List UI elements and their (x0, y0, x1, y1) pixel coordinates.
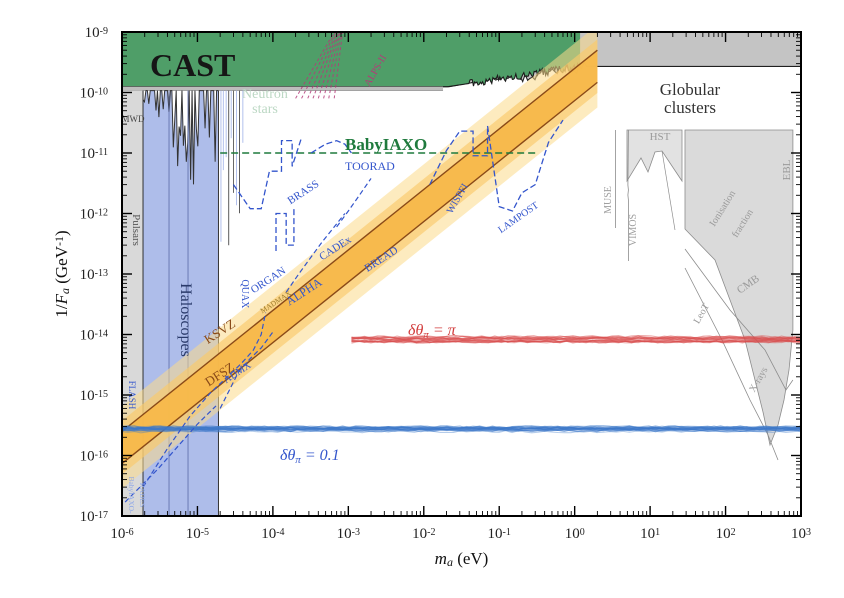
svg-text:MUSE: MUSE (603, 186, 614, 214)
svg-text:TOORAD: TOORAD (345, 159, 395, 173)
svg-text:QUAX: QUAX (239, 280, 250, 310)
svg-text:Haloscopes: Haloscopes (177, 283, 194, 357)
svg-text:VIMOS: VIMOS (628, 214, 639, 246)
svg-text:CAST: CAST (150, 47, 235, 83)
svg-text:BabyIAXO: BabyIAXO (345, 135, 427, 154)
svg-text:EBL: EBL (781, 159, 793, 180)
svg-text:Pulsars: Pulsars (130, 214, 142, 246)
svg-text:Neutron: Neutron (242, 87, 288, 102)
svg-text:RADES: RADES (138, 483, 147, 508)
svg-text:HST: HST (650, 131, 671, 143)
svg-text:ma (eV): ma (eV) (435, 549, 489, 569)
svg-text:δθπ = π: δθπ = π (408, 322, 457, 341)
svg-text:BabyIAXO-: BabyIAXO- (127, 476, 136, 514)
svg-text:clusters: clusters (664, 98, 716, 117)
svg-text:stars: stars (252, 102, 278, 117)
svg-text:MWD: MWD (122, 114, 145, 124)
svg-text:δθπ = 0.1: δθπ = 0.1 (280, 447, 340, 466)
svg-text:Globular: Globular (660, 80, 721, 99)
